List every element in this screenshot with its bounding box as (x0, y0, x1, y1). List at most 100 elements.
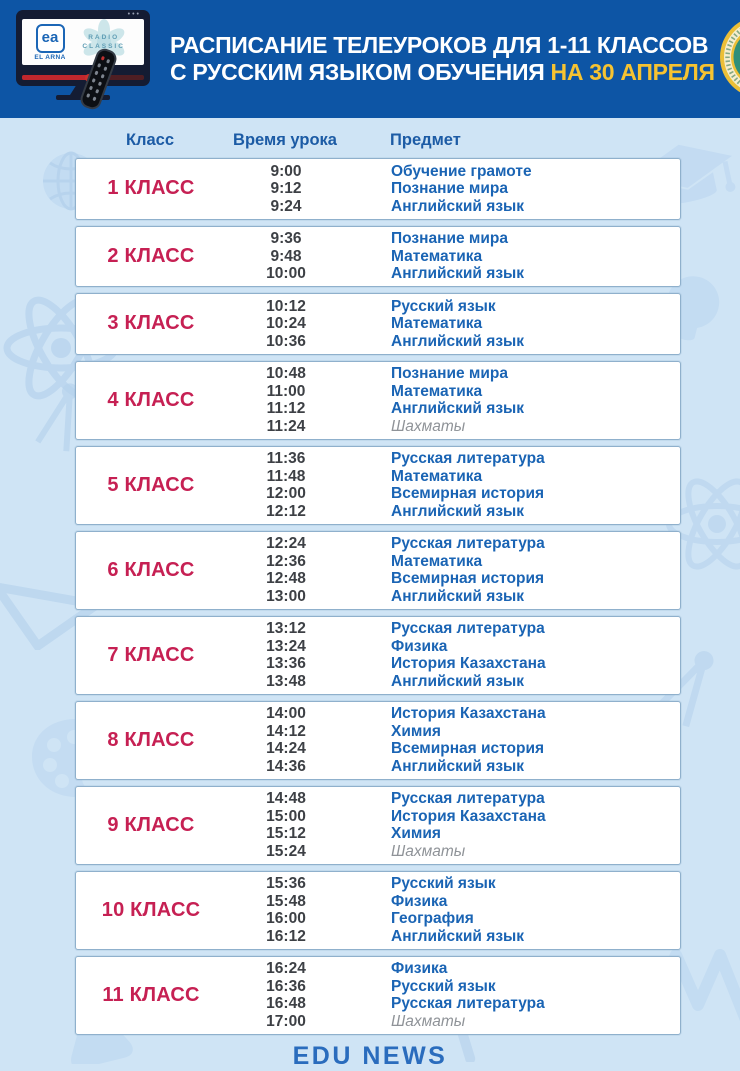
column-headers: Класс Время урока Предмет (75, 131, 681, 150)
subject-cell: Русский язык Математика Английский язык (346, 298, 680, 351)
lesson-subject: Всемирная история (391, 485, 545, 502)
lesson-subject: Английский язык (391, 672, 525, 690)
lesson-time: 12:48 (266, 570, 306, 587)
lesson-time: 10:48 (266, 365, 306, 382)
radio-line1: RADIO (88, 34, 120, 41)
lesson-time: 15:24 (266, 842, 306, 860)
lesson-time: 15:36 (266, 875, 306, 892)
lesson-time: 13:00 (266, 587, 306, 605)
class-label: 2 КЛАСС (107, 244, 195, 267)
col-header-class: Класс (125, 131, 175, 149)
schedule-card: 11 КЛАСС 16:24 16:36 16:48 17:00 Физика Русс… (75, 955, 681, 1035)
header-banner: ••• ea EL ARNA RADIO CLASSIC РАСПИС (0, 0, 740, 118)
lesson-time: 11:36 (266, 450, 306, 467)
lesson-time: 15:48 (266, 892, 306, 910)
lesson-time: 10:24 (266, 315, 306, 332)
class-label: 8 КЛАСС (107, 728, 195, 751)
class-label: 10 КЛАСС (101, 898, 201, 921)
lesson-time: 15:12 (266, 825, 306, 842)
class-label: 6 КЛАСС (107, 558, 195, 581)
schedule-card: 8 КЛАСС 14:00 14:12 14:24 14:36 История Каз… (75, 700, 681, 780)
compass-icon (35, 383, 78, 452)
time-cell: 12:24 12:36 12:48 13:00 (226, 535, 346, 605)
lesson-time: 9:48 (270, 247, 302, 265)
lesson-time: 15:00 (266, 807, 306, 825)
lesson-time: 13:24 (266, 637, 306, 655)
lesson-time: 13:36 (266, 655, 306, 672)
lesson-time: 16:36 (266, 977, 306, 995)
lesson-subject: Математика (391, 382, 483, 400)
schedule-card: 4 КЛАСС 10:48 11:00 11:12 11:24 Познание ми… (75, 360, 681, 440)
lesson-subject: История Казахстана (391, 807, 546, 825)
lesson-time: 12:24 (266, 535, 306, 552)
lesson-subject: Всемирная история (391, 570, 545, 587)
lesson-subject: Английский язык (391, 502, 525, 520)
time-cell: 10:48 11:00 11:12 11:24 (226, 365, 346, 435)
subject-cell: Познание мира Математика Английский язык (346, 230, 680, 283)
lesson-time: 13:12 (266, 620, 306, 637)
lesson-time: 14:48 (266, 790, 306, 807)
el-arna-monogram: ea (35, 23, 65, 53)
time-cell: 10:12 10:24 10:36 (226, 298, 346, 351)
schedule-card: 7 КЛАСС 13:12 13:24 13:36 13:48 Русская лит… (75, 615, 681, 695)
time-cell: 14:00 14:12 14:24 14:36 (226, 705, 346, 775)
set-square-icon (0, 580, 100, 650)
subject-cell: Русский язык Физика География Английский яз… (346, 875, 680, 945)
subject-cell: Обучение грамоте Познание мира Английский … (346, 163, 680, 216)
title-line1: РАСПИСАНИЕ ТЕЛЕУРОКОВ ДЛЯ 1-11 КЛАССОВ (170, 31, 709, 58)
lesson-subject: Познание мира (391, 365, 508, 382)
lesson-subject: Русская литература (391, 790, 545, 807)
lesson-subject: Физика (391, 637, 448, 655)
time-cell: 9:36 9:48 10:00 (226, 230, 346, 283)
class-label: 3 КЛАСС (107, 312, 195, 335)
lesson-subject: Математика (391, 467, 483, 485)
lesson-subject: Физика (391, 892, 448, 910)
lesson-subject: История Казахстана (391, 705, 546, 722)
lesson-subject: Химия (391, 722, 441, 740)
lesson-subject: Шахматы (391, 842, 466, 860)
lesson-subject: Русская литература (391, 535, 545, 552)
ministry-emblem (719, 15, 740, 104)
class-label: 4 КЛАСС (107, 388, 195, 411)
tv-dots-icon: ••• (127, 11, 141, 18)
lesson-subject: Математика (391, 552, 483, 570)
lesson-subject: Русская литература (391, 995, 545, 1012)
lesson-time: 12:12 (266, 502, 306, 520)
lesson-time: 10:00 (266, 265, 306, 282)
lesson-time: 14:00 (266, 705, 306, 722)
tv-frame-icon: ••• ea EL ARNA RADIO CLASSIC (16, 10, 150, 86)
lesson-subject: История Казахстана (391, 655, 546, 672)
subject-cell: Русская литература Математика Всемирная ис… (346, 450, 680, 520)
lesson-time: 11:24 (266, 417, 306, 435)
lesson-time: 11:48 (266, 467, 306, 485)
tv-screen: ea EL ARNA RADIO CLASSIC (22, 19, 144, 65)
lesson-subject: Познание мира (391, 180, 508, 197)
lesson-time: 9:36 (270, 230, 302, 247)
lesson-time: 16:00 (266, 910, 306, 927)
time-cell: 14:48 15:00 15:12 15:24 (226, 790, 346, 860)
schedule-card: 2 КЛАСС 9:36 9:48 10:00 Познание мира Матем… (75, 225, 681, 287)
radio-line2: CLASSIC (82, 43, 125, 50)
el-arna-logo: ea EL ARNA (34, 23, 65, 61)
lesson-subject: Английский язык (391, 757, 525, 775)
lesson-subject: Русский язык (391, 297, 496, 315)
time-cell: 9:00 9:12 9:24 (226, 163, 346, 216)
schedule-card: 6 КЛАСС 12:24 12:36 12:48 13:00 Русская лит… (75, 530, 681, 610)
class-label: 1 КЛАСС (107, 177, 195, 200)
lesson-subject: Английский язык (391, 265, 525, 282)
lesson-time: 14:24 (266, 740, 306, 757)
lesson-subject: Обучение грамоте (391, 162, 532, 180)
lesson-subject: Химия (391, 825, 441, 842)
lesson-time: 9:00 (270, 162, 302, 180)
lesson-time: 12:00 (266, 485, 306, 502)
subject-cell: Русская литература Математика Всемирная ис… (346, 535, 680, 605)
lesson-subject: Всемирная история (391, 740, 545, 757)
lesson-subject: Познание мира (391, 230, 508, 247)
lesson-time: 9:24 (270, 197, 302, 215)
class-label: 9 КЛАСС (107, 813, 195, 836)
title-line2-text: С РУССКИМ ЯЗЫКОМ ОБУЧЕНИЯ (170, 59, 545, 85)
lesson-subject: Английский язык (391, 332, 525, 350)
lesson-time: 16:48 (266, 995, 306, 1012)
subject-cell: Русская литература Физика История Казахста… (346, 620, 680, 690)
lesson-subject: География (391, 910, 474, 927)
